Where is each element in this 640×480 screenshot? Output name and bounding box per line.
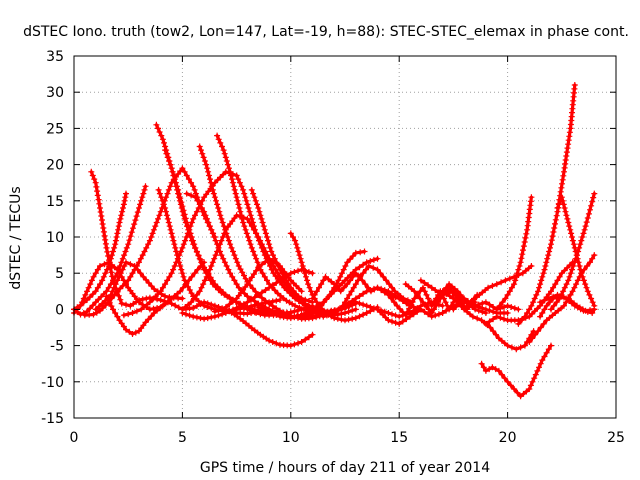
series-points-arc-38 <box>493 194 535 313</box>
x-tick-label: 0 <box>70 430 79 446</box>
y-tick-label: -10 <box>41 375 64 391</box>
x-tick-label: 25 <box>607 430 625 446</box>
y-tick-label: 10 <box>46 230 64 246</box>
series-layer <box>71 82 598 400</box>
series-points-arc-15 <box>196 143 338 322</box>
x-tick-label: 15 <box>390 430 408 446</box>
y-tick-label: 20 <box>46 158 64 174</box>
x-tick-label: 5 <box>178 430 187 446</box>
series-points-arc-20 <box>248 186 359 319</box>
grid-layer <box>74 56 616 418</box>
series-points-arc-22 <box>287 230 381 324</box>
series-points-arc-36 <box>467 263 535 306</box>
x-axis-label: GPS time / hours of day 211 of year 2014 <box>200 460 490 476</box>
series-arc-35 <box>462 307 536 351</box>
series-points-arc-40 <box>515 82 578 327</box>
series-arc-38 <box>495 195 534 311</box>
series-arc-07 <box>104 260 206 336</box>
y-tick-label: 5 <box>55 266 64 282</box>
series-points-arc-45 <box>548 190 598 313</box>
y-axis-label: dSTEC / TECUs <box>8 186 24 289</box>
y-tick-label: -15 <box>41 411 64 427</box>
y-tick-label: 0 <box>55 302 64 318</box>
series-points-arc-37 <box>478 342 554 400</box>
ticks-layer: 0 5 10 15 20 25 -15 -10 -5 0 5 10 15 20 25 30 35 <box>41 49 625 446</box>
series-points-arc-18 <box>222 306 316 349</box>
x-tick-label: 10 <box>282 430 300 446</box>
x-tick-label: 20 <box>499 430 517 446</box>
y-tick-label: 30 <box>46 85 64 101</box>
y-tick-label: 35 <box>46 49 64 65</box>
y-tick-label: -5 <box>50 339 64 355</box>
series-points-arc-07 <box>103 259 208 337</box>
y-tick-label: 25 <box>46 121 64 137</box>
y-tick-label: 15 <box>46 194 64 210</box>
chart-title: dSTEC Iono. truth (tow2, Lon=147, Lat=-1… <box>23 24 629 40</box>
